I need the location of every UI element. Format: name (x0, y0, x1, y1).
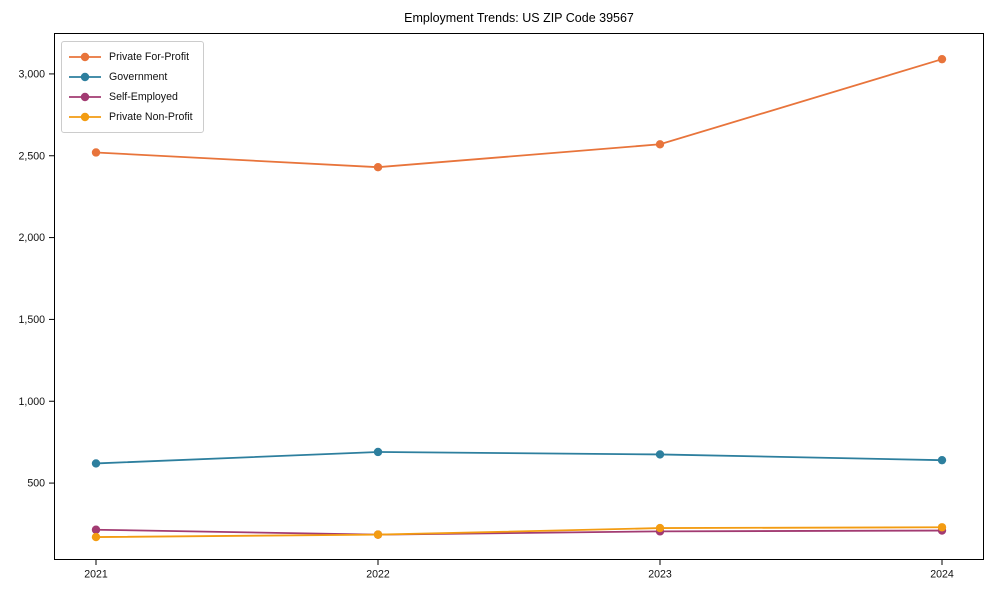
y-tick-label: 1,000 (18, 396, 45, 408)
legend-entry-self-employed: Self-Employed (69, 87, 193, 107)
series-line-self-employed (95, 528, 943, 536)
legend-entry-government: Government (69, 67, 193, 87)
legend-swatch-private-for-profit (69, 52, 101, 62)
series-marker-government (373, 447, 383, 457)
legend-entry-private-non-profit: Private Non-Profit (69, 107, 193, 127)
series-marker-private-non-profit (655, 523, 665, 533)
series-marker-private-non-profit (373, 530, 383, 539)
legend-marker-icon (80, 72, 90, 82)
legend-marker-icon (80, 92, 90, 102)
series-marker-private-for-profit (91, 148, 101, 157)
legend-marker-icon (80, 112, 90, 122)
legend: Private For-Profit Government Self-Employe… (61, 41, 204, 133)
chart-title: Employment Trends: US ZIP Code 39567 (404, 11, 634, 25)
series-marker-private-for-profit (937, 54, 947, 64)
series-line-private-for-profit (95, 58, 943, 169)
legend-swatch-government (69, 72, 101, 82)
y-tick-label: 2,000 (18, 232, 45, 244)
series-marker-government (91, 459, 101, 468)
x-tick-label: 2024 (930, 569, 954, 581)
series-marker-self-employed (91, 525, 101, 534)
series-line-private-non-profit (95, 526, 943, 538)
legend-swatch-self-employed (69, 92, 101, 102)
legend-swatch-private-non-profit (69, 112, 101, 122)
y-tick-label: 3,000 (18, 69, 45, 81)
axes-frame (54, 33, 984, 560)
series-marker-private-non-profit (937, 523, 947, 532)
series-line-government (95, 451, 943, 465)
series-marker-government (655, 450, 665, 459)
legend-label: Self-Employed (109, 91, 178, 103)
series-marker-private-non-profit (91, 532, 101, 542)
y-tick-label: 2,500 (18, 150, 45, 162)
x-tick-label: 2021 (84, 569, 108, 581)
legend-label: Government (109, 71, 168, 83)
series-marker-private-for-profit (373, 163, 383, 172)
legend-label: Private Non-Profit (109, 111, 193, 123)
legend-label: Private For-Profit (109, 51, 190, 63)
y-tick-label: 500 (27, 478, 45, 490)
legend-entry-private-for-profit: Private For-Profit (69, 47, 193, 67)
x-tick-label: 2023 (648, 569, 672, 581)
legend-marker-icon (80, 52, 90, 62)
y-tick-label: 1,500 (18, 314, 45, 326)
series-marker-private-for-profit (655, 140, 665, 149)
x-tick-label: 2022 (366, 569, 390, 581)
series-marker-government (937, 455, 947, 465)
